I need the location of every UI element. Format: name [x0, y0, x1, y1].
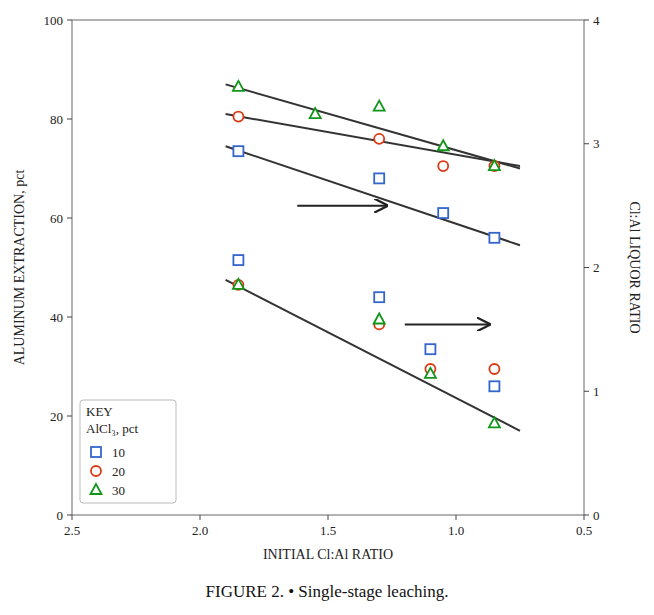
- y2-tick: [584, 267, 589, 268]
- y2-tick: [584, 515, 589, 516]
- data-point: [233, 146, 243, 156]
- y-tick-label: 60: [50, 211, 63, 226]
- y-tick: [67, 317, 72, 318]
- y-tick: [67, 119, 72, 120]
- x-tick: [72, 515, 73, 520]
- data-point: [489, 160, 500, 170]
- y-axis-label: ALUMINUM EXTRACTION, pct: [12, 170, 27, 366]
- y-tick: [67, 20, 72, 21]
- y2-tick: [584, 391, 589, 392]
- y2-tick-label: 0: [593, 508, 600, 523]
- x-tick: [456, 515, 457, 520]
- data-point: [425, 344, 435, 354]
- data-point: [374, 101, 385, 111]
- y2-tick-label: 3: [593, 136, 600, 151]
- y-tick-label: 40: [50, 310, 63, 325]
- data-point: [489, 381, 499, 391]
- data-point: [374, 173, 384, 183]
- trend-line: [226, 146, 520, 245]
- x-tick: [328, 515, 329, 520]
- y2-tick-label: 2: [593, 260, 600, 275]
- y2-tick: [584, 143, 589, 144]
- x-tick-label: 2.5: [64, 523, 80, 538]
- legend-marker: [91, 447, 101, 457]
- x-tick-label: 0.5: [576, 523, 592, 538]
- legend-marker: [91, 484, 102, 494]
- legend-label: 20: [112, 464, 125, 479]
- arrow: [297, 205, 387, 207]
- legend: KEY AlCl₃, pct 10 20 30: [80, 400, 176, 503]
- data-point: [374, 313, 385, 323]
- legend-marker: [91, 466, 101, 476]
- title: FIGURE 2. • Single-stage leaching.: [206, 582, 449, 601]
- data-point: [310, 108, 321, 118]
- data-point: [233, 255, 243, 265]
- plot-area: [226, 81, 520, 431]
- y-tick-label: 80: [50, 112, 63, 127]
- legend-label: 10: [112, 445, 125, 460]
- trend-line: [226, 84, 520, 168]
- plot-frame: [72, 20, 584, 515]
- y-tick: [67, 515, 72, 516]
- y2-tick-label: 4: [593, 13, 600, 28]
- data-point: [374, 292, 384, 302]
- data-point: [489, 364, 499, 374]
- data-point: [233, 279, 244, 289]
- x-tick: [584, 515, 585, 520]
- legend-box: [80, 400, 176, 503]
- x-tick-label: 2.0: [192, 523, 208, 538]
- x-tick-label: 1.0: [448, 523, 464, 538]
- y-tick-label: 0: [57, 508, 64, 523]
- y-tick-label: 100: [44, 13, 64, 28]
- data-point: [489, 161, 499, 171]
- data-point: [438, 140, 449, 150]
- data-point: [233, 280, 243, 290]
- arrow: [405, 323, 489, 325]
- data-point: [489, 233, 499, 243]
- data-point: [233, 112, 243, 122]
- trend-line: [226, 114, 520, 166]
- legend-label: 30: [112, 483, 125, 498]
- y-tick-label: 20: [50, 409, 63, 424]
- legend-heading: KEY: [86, 404, 113, 419]
- x-axis-label: INITIAL Cl:Al RATIO: [263, 547, 393, 562]
- y2-tick: [584, 20, 589, 21]
- trend-line: [226, 280, 520, 431]
- data-point: [425, 368, 436, 378]
- x-tick-label: 1.5: [320, 523, 336, 538]
- data-point: [233, 81, 244, 91]
- legend-heading: AlCl₃, pct: [86, 421, 139, 436]
- data-point: [438, 208, 448, 218]
- chart: 2.52.01.51.00.502040608010001234INITIAL …: [0, 0, 654, 615]
- y2-axis-label: Cl:Al LIQUOR RATIO: [627, 201, 642, 333]
- data-point: [374, 134, 384, 144]
- y-tick: [67, 416, 72, 417]
- y2-tick-label: 1: [593, 384, 600, 399]
- data-point: [438, 161, 448, 171]
- x-tick: [200, 515, 201, 520]
- data-point: [489, 417, 500, 427]
- y-tick: [67, 218, 72, 219]
